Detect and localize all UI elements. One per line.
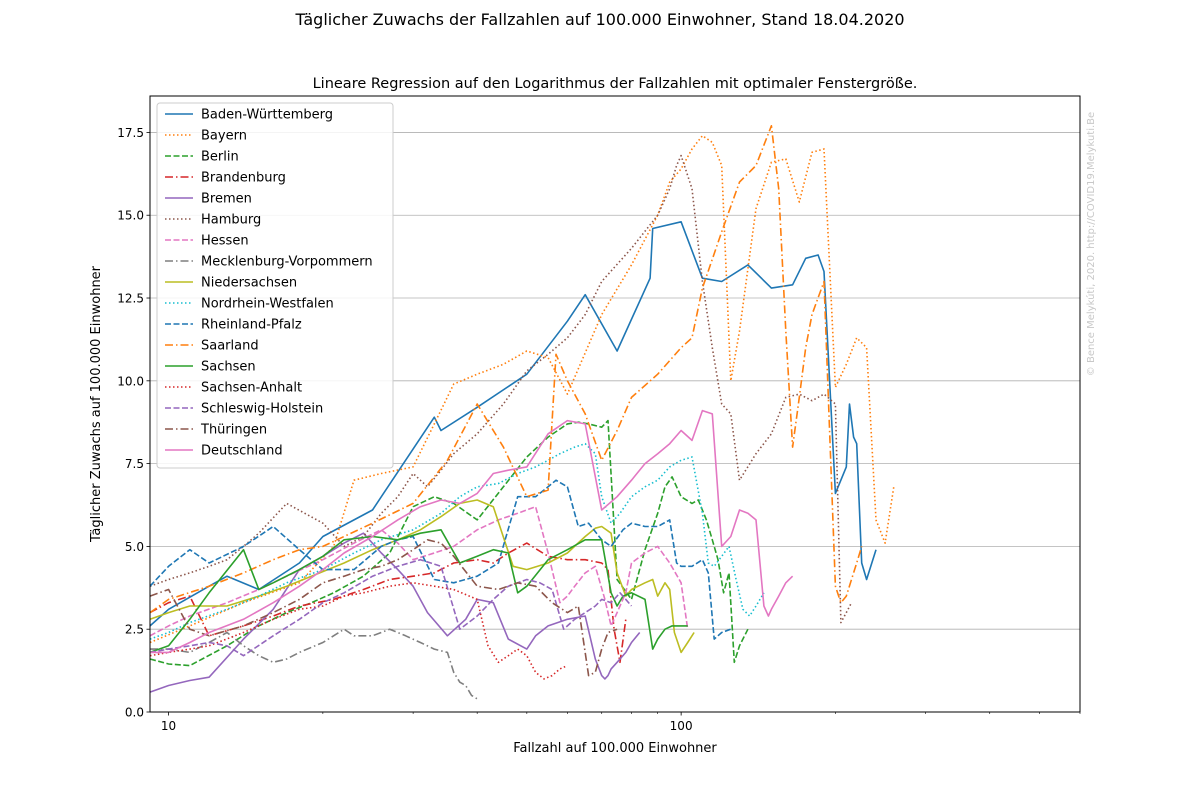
series-line-4: [149, 542, 627, 664]
y-tick-label: 2.5: [125, 623, 144, 637]
series-line-2: [149, 134, 895, 644]
series-line-16: [149, 538, 618, 677]
legend-label: Niedersachsen: [201, 276, 297, 291]
y-tick-label: 17.5: [117, 126, 144, 140]
y-tick-label: 0.0: [125, 706, 144, 720]
legend: Baden-Württemberg Bayern Berlin Brandenburg…: [156, 102, 394, 469]
y-tick-label: 10.0: [117, 374, 144, 388]
legend-label: Mecklenburg-Vorpommern: [201, 255, 373, 270]
legend-box: [156, 102, 394, 469]
series-line-6: [149, 154, 853, 624]
y-tick-label: 12.5: [117, 292, 144, 306]
series-lines: [149, 125, 895, 700]
legend-label: Brandenburg: [201, 171, 286, 186]
legend-label: Hessen: [201, 234, 249, 249]
legend-label: Bremen: [201, 192, 252, 207]
series-line-17: [150, 409, 794, 654]
legend-label: Sachsen-Anhalt: [201, 381, 302, 396]
series-line-10: [149, 442, 765, 640]
chart-title: Lineare Regression auf den Logarithmus d…: [313, 76, 918, 92]
legend-label: Sachsen: [201, 360, 256, 375]
legend-label: Schleswig-Holstein: [201, 402, 323, 417]
y-tick-label: 7.5: [125, 457, 144, 471]
y-tick-label: 5.0: [125, 540, 144, 554]
watermark-text: © Bence Melykúti, 2020. http://COVID19.M…: [1085, 112, 1097, 376]
legend-label: Deutschland: [201, 444, 283, 459]
figure-suptitle: Täglicher Zuwachs der Fallzahlen auf 100…: [295, 10, 905, 29]
legend-label: Rheinland-Pfalz: [201, 318, 302, 333]
series-line-14: [149, 581, 568, 680]
axis-ticks: 0.0 2.5 5.0 7.5 10.0 12.5 15.0 17.5 10 100: [117, 126, 1081, 733]
series-line-12: [149, 125, 863, 614]
legend-label: Saarland: [201, 339, 259, 354]
legend-label: Thüringen: [200, 423, 267, 438]
y-tick-label: 15.0: [117, 209, 144, 223]
legend-label: Nordrhein-Westfalen: [201, 297, 334, 312]
series-line-1: [149, 221, 877, 627]
series-line-9: [149, 499, 695, 654]
x-tick-label: 100: [670, 719, 693, 733]
legend-label: Hamburg: [201, 213, 261, 228]
x-tick-label: 10: [161, 719, 176, 733]
x-axis-label: Fallzahl auf 100.000 Einwohner: [513, 741, 717, 756]
legend-label: Baden-Württemberg: [201, 108, 333, 123]
series-line-15: [149, 558, 633, 657]
series-line-8: [150, 628, 478, 700]
y-axis-label: Täglicher Zuwachs auf 100.000 Einwohner: [89, 265, 104, 543]
plot-frame: [149, 95, 1081, 713]
legend-label: Berlin: [201, 150, 239, 165]
series-line-11: [149, 479, 732, 640]
legend-label: Bayern: [201, 129, 247, 144]
series-line-13: [149, 528, 688, 654]
